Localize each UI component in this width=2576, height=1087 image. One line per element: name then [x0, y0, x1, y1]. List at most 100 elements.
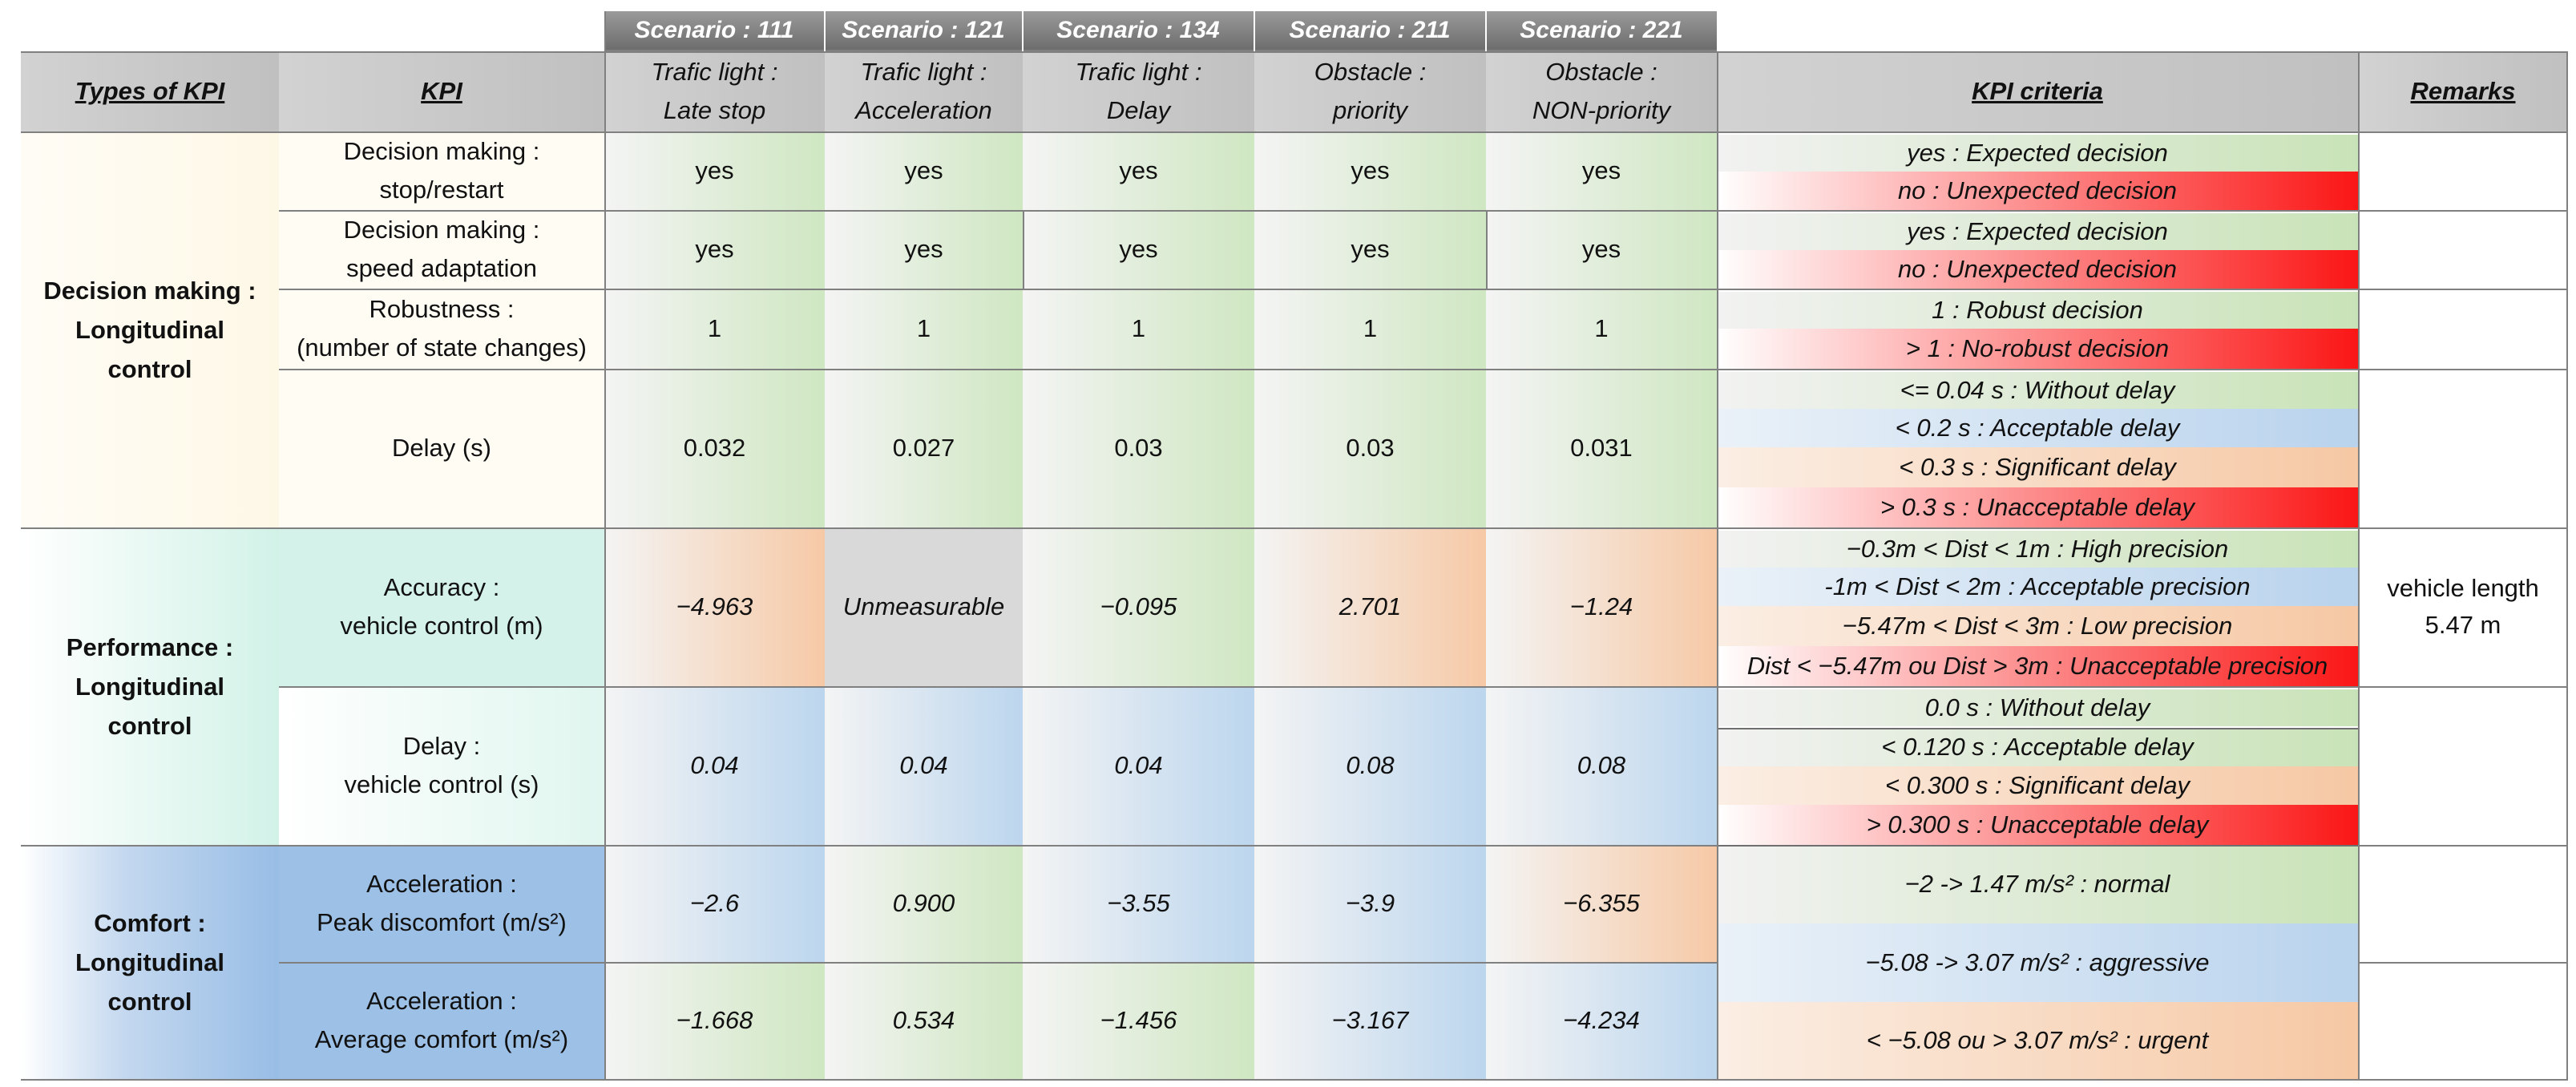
kpi-criteria-label: KPI criteria	[1972, 77, 2103, 105]
kpi-average-comfort: Acceleration : Average comfort (m/s²)	[279, 962, 604, 1079]
group-line3: control	[107, 354, 192, 383]
criterion-significant: < 0.300 s : Significant delay	[1717, 766, 2358, 805]
remark-line1: vehicle length	[2387, 574, 2539, 602]
kpi-line1: Acceleration :	[366, 987, 517, 1015]
criterion-good: yes : Expected decision	[1717, 135, 2358, 172]
criterion-good: <= 0.04 s : Without delay	[1717, 372, 2358, 409]
kpi-robustness: Robustness : (number of state changes)	[279, 289, 604, 369]
scenario-desc-line1: Obstacle :	[1314, 58, 1427, 86]
grid-line	[1486, 210, 1488, 289]
value-cell: 0.032	[604, 369, 825, 527]
kpi-accuracy: Accuracy : vehicle control (m)	[279, 527, 604, 686]
criterion-bad: no : Unexpected decision	[1717, 172, 2358, 210]
criteria-divider	[1717, 845, 2358, 847]
kpi-criteria-header: KPI criteria	[1717, 51, 2358, 131]
scenario-desc-line2: Delay	[1106, 96, 1171, 124]
value-cell: 1	[1486, 289, 1717, 369]
value-cell: 0.03	[1023, 369, 1254, 527]
grid-line	[2358, 51, 2360, 1081]
kpi-delay: Delay (s)	[279, 369, 604, 527]
value-cell: 0.04	[1023, 686, 1254, 845]
value-cell: −1.456	[1023, 962, 1254, 1079]
grid-line	[1023, 210, 1024, 289]
value-cell: −4.234	[1486, 962, 1717, 1079]
grid-line	[279, 369, 2568, 370]
group-line1: Decision making :	[43, 276, 256, 305]
grid-line	[2566, 51, 2568, 1081]
value-cell: 0.03	[1254, 369, 1486, 527]
criterion-bad: Dist < −5.47m ou Dist > 3m : Unacceptabl…	[1717, 646, 2358, 686]
criterion-good: 0.0 s : Without delay	[1717, 689, 2358, 726]
value-cell: −2.6	[604, 845, 825, 962]
grid-line	[21, 527, 2568, 529]
grid-line	[21, 1079, 2568, 1081]
value-cell: 2.701	[1254, 527, 1486, 686]
grid-line	[21, 131, 2568, 133]
scenario-121-header: Scenario : 121	[825, 11, 1022, 50]
value-cell: −0.095	[1023, 527, 1254, 686]
value-cell: 1	[1254, 289, 1486, 369]
scenario-desc-line2: NON-priority	[1532, 96, 1671, 124]
value-cell: 0.08	[1254, 686, 1486, 845]
scenario-221-desc: Obstacle : NON-priority	[1486, 51, 1717, 131]
kpi-decision-speed-adaptation: Decision making : speed adaptation	[279, 210, 604, 289]
value-cell: −1.24	[1486, 527, 1717, 686]
scenario-desc-line1: Trafic light :	[1075, 58, 1202, 86]
value-cell: yes	[1254, 210, 1486, 289]
value-cell: yes	[1486, 131, 1717, 210]
criteria-divider	[1717, 728, 2358, 729]
kpi-peak-discomfort: Acceleration : Peak discomfort (m/s²)	[279, 845, 604, 962]
kpi-line2: vehicle control (s)	[344, 770, 539, 798]
grid-line	[1485, 11, 1487, 51]
kpi-line2: speed adaptation	[346, 254, 537, 282]
group-decision-making: Decision making : Longitudinal control	[21, 131, 279, 527]
criterion-comfort-aggressive: −5.08 -> 3.07 m/s² : aggressive	[1717, 923, 2358, 1002]
grid-line	[279, 686, 2568, 688]
kpi-header: KPI	[279, 51, 604, 131]
criterion-acceptable: < 0.2 s : Acceptable delay	[1717, 409, 2358, 447]
value-cell-unmeasurable: Unmeasurable	[825, 527, 1023, 686]
value-cell: 0.900	[825, 845, 1023, 962]
remarks-label: Remarks	[2410, 77, 2516, 105]
kpi-decision-stop-restart: Decision making : stop/restart	[279, 131, 604, 210]
grid-line	[1022, 11, 1024, 51]
grid-line	[21, 845, 2568, 847]
grid-line	[604, 11, 606, 1081]
criterion-bad: > 1 : No-robust decision	[1717, 329, 2358, 369]
scenario-211-desc: Obstacle : priority	[1254, 51, 1486, 131]
kpi-line2: (number of state changes)	[297, 333, 587, 362]
criterion-comfort-urgent: < −5.08 ou > 3.07 m/s² : urgent	[1717, 1002, 2358, 1079]
criterion-acceptable: -1m < Dist < 2m : Acceptable precision	[1717, 568, 2358, 606]
criterion-good: −0.3m < Dist < 1m : High precision	[1717, 531, 2358, 568]
kpi-line2: Average comfort (m/s²)	[314, 1025, 569, 1053]
value-cell: 0.031	[1486, 369, 1717, 527]
group-line2: Longitudinal	[75, 315, 224, 344]
criterion-bad: > 0.3 s : Unacceptable delay	[1717, 487, 2358, 527]
criterion-good: yes : Expected decision	[1717, 213, 2358, 250]
grid-line	[279, 289, 2568, 290]
value-cell: −1.668	[604, 962, 825, 1079]
value-cell: yes	[1023, 210, 1254, 289]
group-line1: Comfort :	[94, 908, 206, 937]
value-cell: yes	[604, 131, 825, 210]
group-line1: Performance :	[66, 632, 234, 661]
kpi-line2: vehicle control (m)	[340, 612, 543, 640]
group-line2: Longitudinal	[75, 672, 224, 701]
scenario-221-header: Scenario : 221	[1486, 11, 1717, 50]
scenario-111-desc: Trafic light : Late stop	[604, 51, 825, 131]
group-line2: Longitudinal	[75, 948, 224, 976]
group-performance: Performance : Longitudinal control	[21, 527, 279, 845]
remarks-header: Remarks	[2358, 51, 2568, 131]
criterion-bad: > 0.300 s : Unacceptable delay	[1717, 805, 2358, 845]
scenario-desc-line1: Obstacle :	[1545, 58, 1657, 86]
kpi-line1: Delay :	[402, 732, 481, 760]
grid-line	[1254, 11, 1255, 51]
value-cell: −6.355	[1486, 845, 1717, 962]
kpi-line1: Delay (s)	[391, 434, 491, 462]
grid-line	[279, 962, 1717, 964]
scenario-134-desc: Trafic light : Delay	[1023, 51, 1254, 131]
kpi-line1: Acceleration :	[366, 870, 517, 898]
kpi-line1: Robustness :	[369, 295, 515, 323]
value-cell: −4.963	[604, 527, 825, 686]
kpi-line1: Decision making :	[343, 137, 540, 165]
